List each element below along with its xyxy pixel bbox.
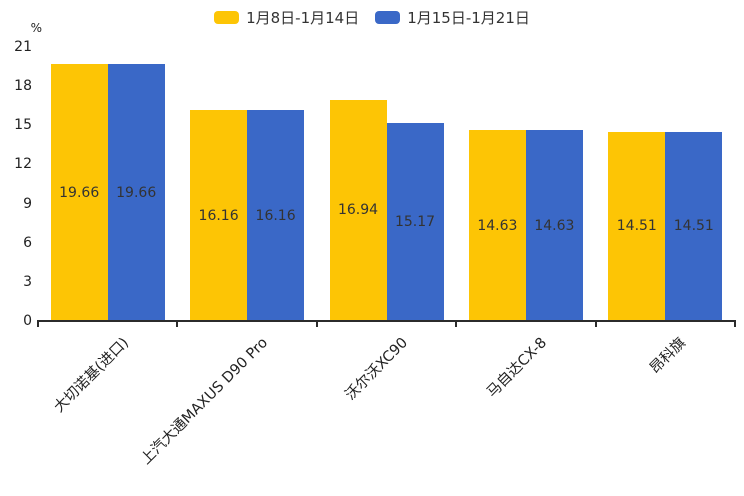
- legend-label: 1月15日-1月21日: [407, 9, 530, 27]
- x-axis-tick: [315, 322, 318, 327]
- bar-value-label: 16.16: [255, 207, 296, 224]
- bar-value-label: 14.51: [673, 218, 714, 235]
- bar-series0-cat2: 16.94: [329, 99, 387, 321]
- x-axis-tick: [594, 322, 597, 327]
- x-axis-tick: [37, 322, 39, 327]
- bar-series0-cat1: 16.16: [190, 110, 248, 321]
- bar-value-label: 15.17: [394, 214, 436, 231]
- x-axis-category-label: 昂科旗: [647, 334, 690, 377]
- bar-series1-cat1: 16.16: [247, 110, 305, 321]
- bar-series1-cat0: 19.66: [107, 64, 165, 321]
- legend-swatch-icon: [214, 11, 240, 24]
- bar-value-label: 16.16: [198, 207, 239, 224]
- bar-series1-cat3: 14.63: [525, 130, 583, 321]
- x-axis-line: [37, 320, 736, 322]
- y-axis-tick-label: 18: [14, 78, 32, 95]
- x-axis-tick: [455, 322, 458, 327]
- bar-value-label: 14.63: [477, 217, 518, 234]
- x-axis-tick: [176, 322, 179, 327]
- bar-value-label: 19.66: [59, 184, 100, 201]
- y-axis-tick-label: 12: [14, 156, 32, 173]
- bar-series0-cat3: 14.63: [468, 130, 526, 321]
- legend-item-1[interactable]: 1月15日-1月21日: [375, 7, 530, 28]
- x-axis-tick: [734, 322, 736, 327]
- y-axis-unit-label: %: [30, 21, 42, 35]
- x-axis-category-label: 马自达CX-8: [484, 334, 551, 401]
- y-axis-tick-label: 9: [23, 195, 32, 212]
- y-axis-tick-label: 6: [23, 234, 32, 251]
- bar-value-label: 14.51: [616, 218, 657, 235]
- legend-swatch-icon: [375, 11, 401, 24]
- x-axis-category-label: 沃尔沃XC90: [342, 334, 411, 404]
- y-axis-tick-label: 21: [14, 39, 32, 55]
- y-axis-tick-label: 0: [23, 313, 32, 329]
- y-axis-tick-label: 3: [23, 273, 32, 290]
- bar-series0-cat0: 19.66: [50, 64, 108, 321]
- legend-item-0[interactable]: 1月8日-1月14日: [214, 7, 359, 28]
- legend: 1月8日-1月14日 1月15日-1月21日: [0, 7, 744, 28]
- bar-series1-cat2: 15.17: [386, 123, 444, 321]
- bar-value-label: 19.66: [116, 184, 157, 201]
- legend-label: 1月8日-1月14日: [246, 9, 360, 27]
- bar-series0-cat4: 14.51: [608, 131, 666, 321]
- bar-value-label: 16.94: [337, 202, 379, 219]
- y-axis-tick-label: 15: [14, 117, 32, 134]
- x-axis-category-label: 上汽大通MAXUS D90 Pro: [138, 334, 272, 468]
- bar-series1-cat4: 14.51: [665, 131, 723, 321]
- bar-value-label: 14.63: [534, 217, 575, 234]
- x-axis-category-label: 大切诺基(进口): [50, 334, 132, 416]
